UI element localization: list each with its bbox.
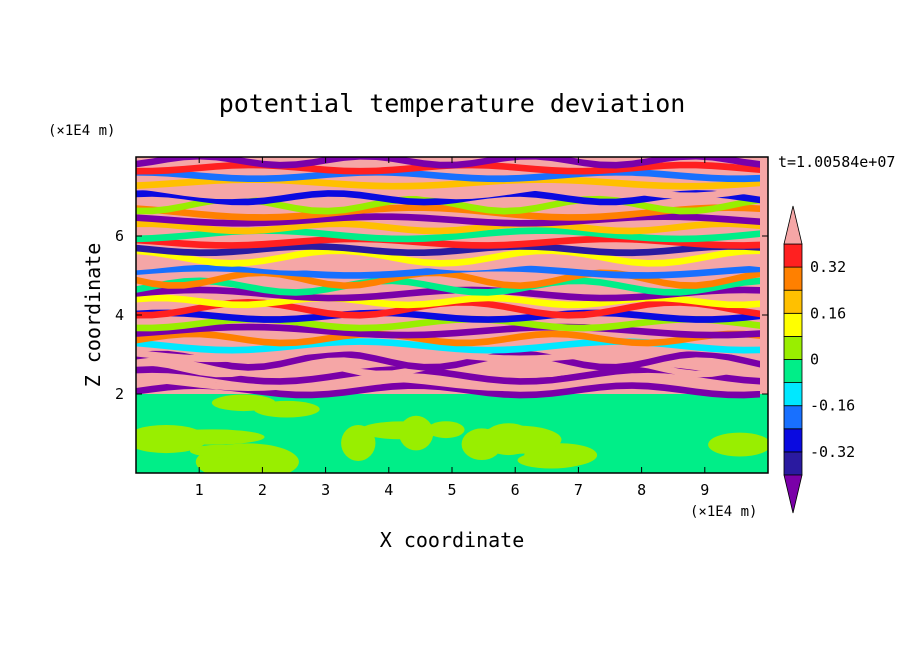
field-band bbox=[136, 204, 760, 221]
field-patch bbox=[253, 400, 320, 418]
field-band bbox=[136, 247, 760, 267]
x-axis-label: X coordinate bbox=[380, 528, 525, 552]
field-band bbox=[136, 382, 760, 399]
field-patch bbox=[189, 444, 254, 458]
field-band bbox=[136, 286, 760, 302]
colorbar-segment bbox=[783, 312, 803, 337]
field-band bbox=[136, 277, 760, 296]
y-axis-unit: (×1E4 m) bbox=[48, 123, 115, 139]
colorbar-segment bbox=[783, 359, 803, 384]
colorbar-segment bbox=[783, 243, 803, 268]
field-patch bbox=[341, 425, 376, 461]
colorbar-segment bbox=[783, 405, 803, 430]
y-tick-label: 4 bbox=[115, 306, 124, 324]
colorbar-label: -0.16 bbox=[810, 397, 855, 415]
y-axis-label: Z coordinate bbox=[81, 243, 105, 388]
time-label: t=1.00584e+07 bbox=[778, 153, 895, 171]
contour-field bbox=[136, 157, 768, 473]
field-band bbox=[136, 366, 760, 385]
chart-title: potential temperature deviation bbox=[219, 89, 686, 118]
axis-ticks: 1 2 3 4 5 6 7 8 9 2 4 6 bbox=[115, 157, 768, 499]
field-band bbox=[136, 181, 760, 200]
field-band bbox=[136, 235, 760, 249]
colorbar: 0.32 0.16 0 -0.16 -0.32 bbox=[783, 205, 855, 514]
y-tick-label: 6 bbox=[115, 227, 124, 245]
colorbar-segment bbox=[783, 289, 803, 314]
colorbar-label: 0.16 bbox=[810, 304, 846, 322]
colorbar-label: -0.32 bbox=[810, 443, 855, 461]
colorbar-segment bbox=[783, 451, 803, 476]
field-band bbox=[136, 264, 760, 279]
x-tick-label: 4 bbox=[384, 481, 393, 499]
field-patch bbox=[360, 421, 442, 440]
x-tick-label: 5 bbox=[447, 481, 456, 499]
x-tick-label: 9 bbox=[700, 481, 709, 499]
field-patch bbox=[136, 424, 208, 454]
field-patch bbox=[708, 432, 768, 457]
field-band bbox=[136, 157, 760, 169]
x-tick-label: 7 bbox=[574, 481, 583, 499]
colorbar-extend-bottom bbox=[783, 474, 803, 514]
colorbar-segment bbox=[783, 266, 803, 291]
x-tick-label: 1 bbox=[195, 481, 204, 499]
colorbar-extend-top bbox=[783, 205, 803, 245]
field-band bbox=[136, 243, 760, 257]
x-tick-label: 6 bbox=[511, 481, 520, 499]
y-tick-label: 2 bbox=[115, 385, 124, 403]
field-band bbox=[136, 350, 760, 371]
x-tick-label: 8 bbox=[637, 481, 646, 499]
field-band bbox=[136, 344, 760, 363]
colorbar-segment bbox=[783, 335, 803, 360]
x-tick-label: 3 bbox=[321, 481, 330, 499]
colorbar-segment bbox=[783, 428, 803, 453]
field-band bbox=[136, 299, 760, 319]
field-band bbox=[136, 330, 760, 347]
x-axis-unit: (×1E4 m) bbox=[690, 504, 757, 520]
colorbar-label: 0 bbox=[810, 351, 819, 369]
field-patch bbox=[472, 425, 562, 454]
colorbar-label: 0.32 bbox=[810, 258, 846, 276]
colorbar-segment bbox=[783, 382, 803, 407]
x-tick-label: 2 bbox=[258, 481, 267, 499]
field-band bbox=[136, 374, 760, 391]
